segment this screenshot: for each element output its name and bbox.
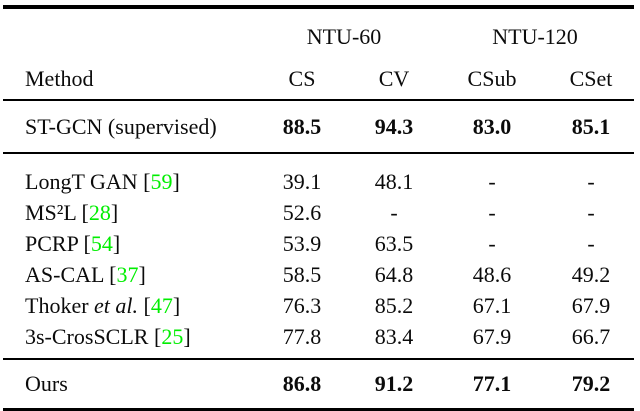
value-cell: 67.9 [472, 323, 512, 349]
value-cell: 49.2 [571, 261, 611, 287]
method-name: LongT GAN [25, 168, 138, 194]
table-row-longtgan: LongT GAN [59] 39.1 48.1 - - [3, 153, 634, 197]
method-name: PCRP [25, 230, 79, 256]
value-cell: 53.9 [282, 230, 322, 256]
citation-bracket-close: ] [138, 261, 146, 287]
citation-number: 25 [161, 323, 184, 349]
col-header-cv: CV [352, 59, 437, 101]
table-row-pcrp: PCRP [54] 53.9 63.5 - - [3, 228, 634, 259]
value-cell: 58.5 [282, 261, 322, 287]
value-cell: 67.9 [571, 292, 611, 318]
group-header-row: NTU-60 NTU-120 [3, 7, 634, 59]
citation-bracket-open: [ [76, 199, 89, 225]
table-row-ms2l: MS²L [28] 52.6 - - - [3, 197, 634, 228]
column-header-row: Method CS CV CSub CSet [3, 59, 635, 101]
value-cell: 79.2 [548, 358, 635, 410]
citation-bracket-close: ] [110, 199, 119, 225]
method-cell: PCRP [54] [3, 228, 252, 259]
col-header-cset: CSet [548, 59, 635, 101]
table-row-crossclr: 3s-CrosSCLR [25] 77.8 83.4 67.9 66.7 [3, 321, 634, 359]
method-cell: MS²L [28] [3, 197, 252, 228]
citation-number: 28 [88, 199, 111, 225]
col-header-cs: CS [252, 59, 352, 101]
method-name: 3s-CrosSCLR [25, 323, 149, 349]
value-cell: 86.8 [252, 358, 352, 410]
method-cell: ST-GCN (supervised) [3, 100, 252, 154]
col-header-csub: CSub [436, 59, 549, 101]
value-cell: - [587, 168, 595, 194]
value-cell: 76.3 [282, 292, 322, 318]
citation-bracket-close: ] [183, 323, 191, 349]
method-name: MS²L [25, 199, 77, 225]
value-cell: 88.5 [252, 100, 352, 154]
table-row-stgcn: ST-GCN (supervised) 88.5 94.3 83.0 85.1 [3, 100, 635, 154]
value-cell: 52.6 [282, 199, 322, 225]
value-cell: 77.8 [282, 323, 322, 349]
group-header-ntu60: NTU-60 [306, 24, 382, 49]
value-cell: 94.3 [352, 100, 437, 154]
method-cell: Ours [3, 358, 252, 410]
method-cell: 3s-CrosSCLR [25] [3, 321, 252, 359]
value-cell: 67.1 [472, 292, 512, 318]
value-cell: 63.5 [374, 230, 414, 256]
citation-bracket-open: [ [103, 261, 117, 287]
citation-number: 37 [116, 261, 139, 287]
method-cell: Thoker et al. [47] [3, 290, 252, 321]
value-cell: - [390, 199, 398, 225]
value-cell: 83.4 [374, 323, 414, 349]
value-cell: - [488, 230, 496, 256]
method-cell: AS-CAL [37] [3, 259, 252, 290]
group-header-ntu120: NTU-120 [492, 24, 578, 49]
citation-number: 59 [150, 168, 173, 194]
citation-number: 54 [90, 230, 113, 256]
value-cell: 66.7 [571, 323, 611, 349]
table-row-ours: Ours 86.8 91.2 77.1 79.2 [3, 358, 635, 410]
citation-bracket-close: ] [172, 292, 181, 318]
table-row-ascal: AS-CAL [37] 58.5 64.8 48.6 49.2 [3, 259, 634, 290]
value-cell: 64.8 [374, 261, 414, 287]
citation-bracket-open: [ [137, 168, 151, 194]
value-cell: - [587, 230, 595, 256]
method-cell: LongT GAN [59] [3, 153, 252, 197]
value-cell: 48.1 [374, 168, 414, 194]
citation-number: 47 [150, 292, 173, 318]
corner-cell [3, 7, 252, 59]
value-cell: 91.2 [352, 358, 437, 410]
citation-bracket-close: ] [172, 168, 180, 194]
method-name: AS-CAL [25, 261, 104, 287]
value-cell: - [587, 199, 595, 225]
value-cell: - [488, 199, 496, 225]
value-cell: - [488, 168, 496, 194]
value-cell: 77.1 [436, 358, 549, 410]
value-cell: 85.2 [374, 292, 414, 318]
value-cell: 39.1 [282, 168, 322, 194]
citation-bracket-open: [ [138, 292, 151, 318]
value-cell: 83.0 [436, 100, 549, 154]
value-cell: 85.1 [548, 100, 635, 154]
table-row-thoker: Thoker et al. [47] 76.3 85.2 67.1 67.9 [3, 290, 634, 321]
citation-bracket-close: ] [112, 230, 121, 256]
results-table: NTU-60 NTU-120 Method CS CV CSub CSet ST… [3, 5, 635, 411]
col-header-method: Method [3, 59, 252, 101]
method-name: Ours [25, 371, 68, 396]
method-name: ST-GCN (supervised) [25, 113, 217, 139]
citation-bracket-open: [ [148, 323, 162, 349]
citation-bracket-open: [ [78, 230, 91, 256]
method-name: Thoker [25, 292, 95, 318]
method-name-italic: et al. [94, 292, 139, 318]
value-cell: 48.6 [472, 261, 512, 287]
